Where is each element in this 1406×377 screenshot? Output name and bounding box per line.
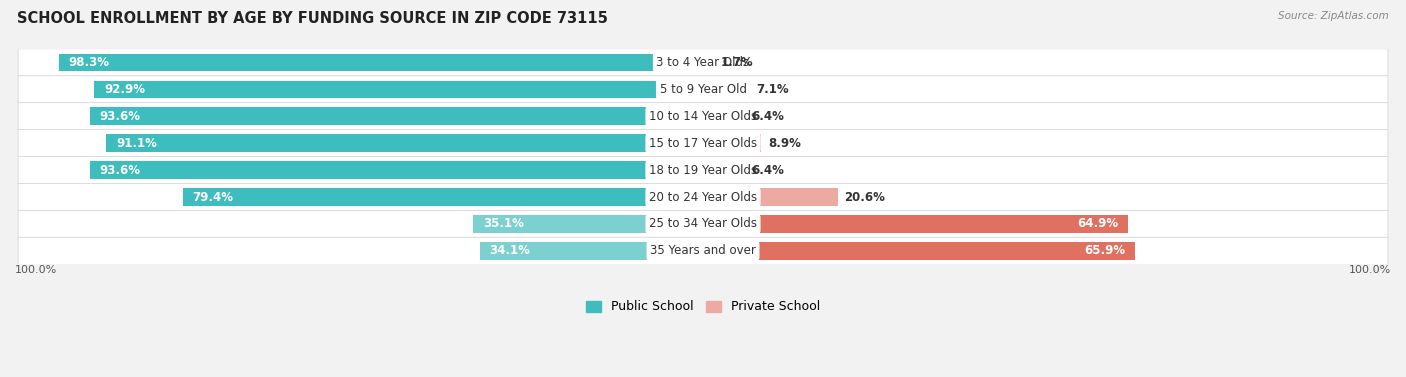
Text: 1.7%: 1.7% bbox=[721, 56, 754, 69]
FancyBboxPatch shape bbox=[18, 184, 1388, 211]
Bar bbox=[105, 135, 703, 152]
Bar bbox=[703, 135, 761, 152]
Text: 3 to 4 Year Olds: 3 to 4 Year Olds bbox=[657, 56, 749, 69]
Bar bbox=[90, 161, 703, 179]
Text: 10 to 14 Year Olds: 10 to 14 Year Olds bbox=[650, 110, 756, 123]
Bar bbox=[703, 54, 714, 71]
Text: 98.3%: 98.3% bbox=[69, 56, 110, 69]
Text: Source: ZipAtlas.com: Source: ZipAtlas.com bbox=[1278, 11, 1389, 21]
FancyBboxPatch shape bbox=[18, 210, 1388, 238]
Text: 91.1%: 91.1% bbox=[115, 137, 157, 150]
Bar bbox=[703, 161, 745, 179]
Text: 8.9%: 8.9% bbox=[768, 137, 801, 150]
Text: 79.4%: 79.4% bbox=[193, 190, 233, 204]
FancyBboxPatch shape bbox=[18, 237, 1388, 265]
Bar bbox=[703, 188, 838, 206]
Text: 65.9%: 65.9% bbox=[1084, 244, 1125, 257]
FancyBboxPatch shape bbox=[18, 76, 1388, 103]
Bar bbox=[90, 107, 703, 125]
Bar bbox=[703, 215, 1128, 233]
Text: 7.1%: 7.1% bbox=[756, 83, 789, 96]
Bar bbox=[59, 54, 703, 71]
Text: 100.0%: 100.0% bbox=[1348, 265, 1391, 275]
Legend: Public School, Private School: Public School, Private School bbox=[581, 296, 825, 319]
Text: 6.4%: 6.4% bbox=[751, 110, 785, 123]
Text: 5 to 9 Year Old: 5 to 9 Year Old bbox=[659, 83, 747, 96]
Bar bbox=[472, 215, 703, 233]
Text: 93.6%: 93.6% bbox=[100, 110, 141, 123]
Bar bbox=[703, 242, 1135, 260]
Text: 25 to 34 Year Olds: 25 to 34 Year Olds bbox=[650, 218, 756, 230]
FancyBboxPatch shape bbox=[18, 156, 1388, 184]
Text: 35 Years and over: 35 Years and over bbox=[650, 244, 756, 257]
Text: 92.9%: 92.9% bbox=[104, 83, 145, 96]
Text: 15 to 17 Year Olds: 15 to 17 Year Olds bbox=[650, 137, 756, 150]
Text: 35.1%: 35.1% bbox=[482, 218, 523, 230]
Bar bbox=[94, 81, 703, 98]
Bar bbox=[703, 81, 749, 98]
Text: 18 to 19 Year Olds: 18 to 19 Year Olds bbox=[650, 164, 756, 176]
Text: 6.4%: 6.4% bbox=[751, 164, 785, 176]
Text: 34.1%: 34.1% bbox=[489, 244, 530, 257]
FancyBboxPatch shape bbox=[18, 103, 1388, 130]
Text: SCHOOL ENROLLMENT BY AGE BY FUNDING SOURCE IN ZIP CODE 73115: SCHOOL ENROLLMENT BY AGE BY FUNDING SOUR… bbox=[17, 11, 607, 26]
Text: 20.6%: 20.6% bbox=[845, 190, 886, 204]
Text: 100.0%: 100.0% bbox=[15, 265, 58, 275]
Bar bbox=[183, 188, 703, 206]
FancyBboxPatch shape bbox=[18, 49, 1388, 76]
Bar bbox=[703, 107, 745, 125]
Bar bbox=[479, 242, 703, 260]
Text: 93.6%: 93.6% bbox=[100, 164, 141, 176]
FancyBboxPatch shape bbox=[18, 130, 1388, 157]
Text: 20 to 24 Year Olds: 20 to 24 Year Olds bbox=[650, 190, 756, 204]
Text: 64.9%: 64.9% bbox=[1077, 218, 1118, 230]
